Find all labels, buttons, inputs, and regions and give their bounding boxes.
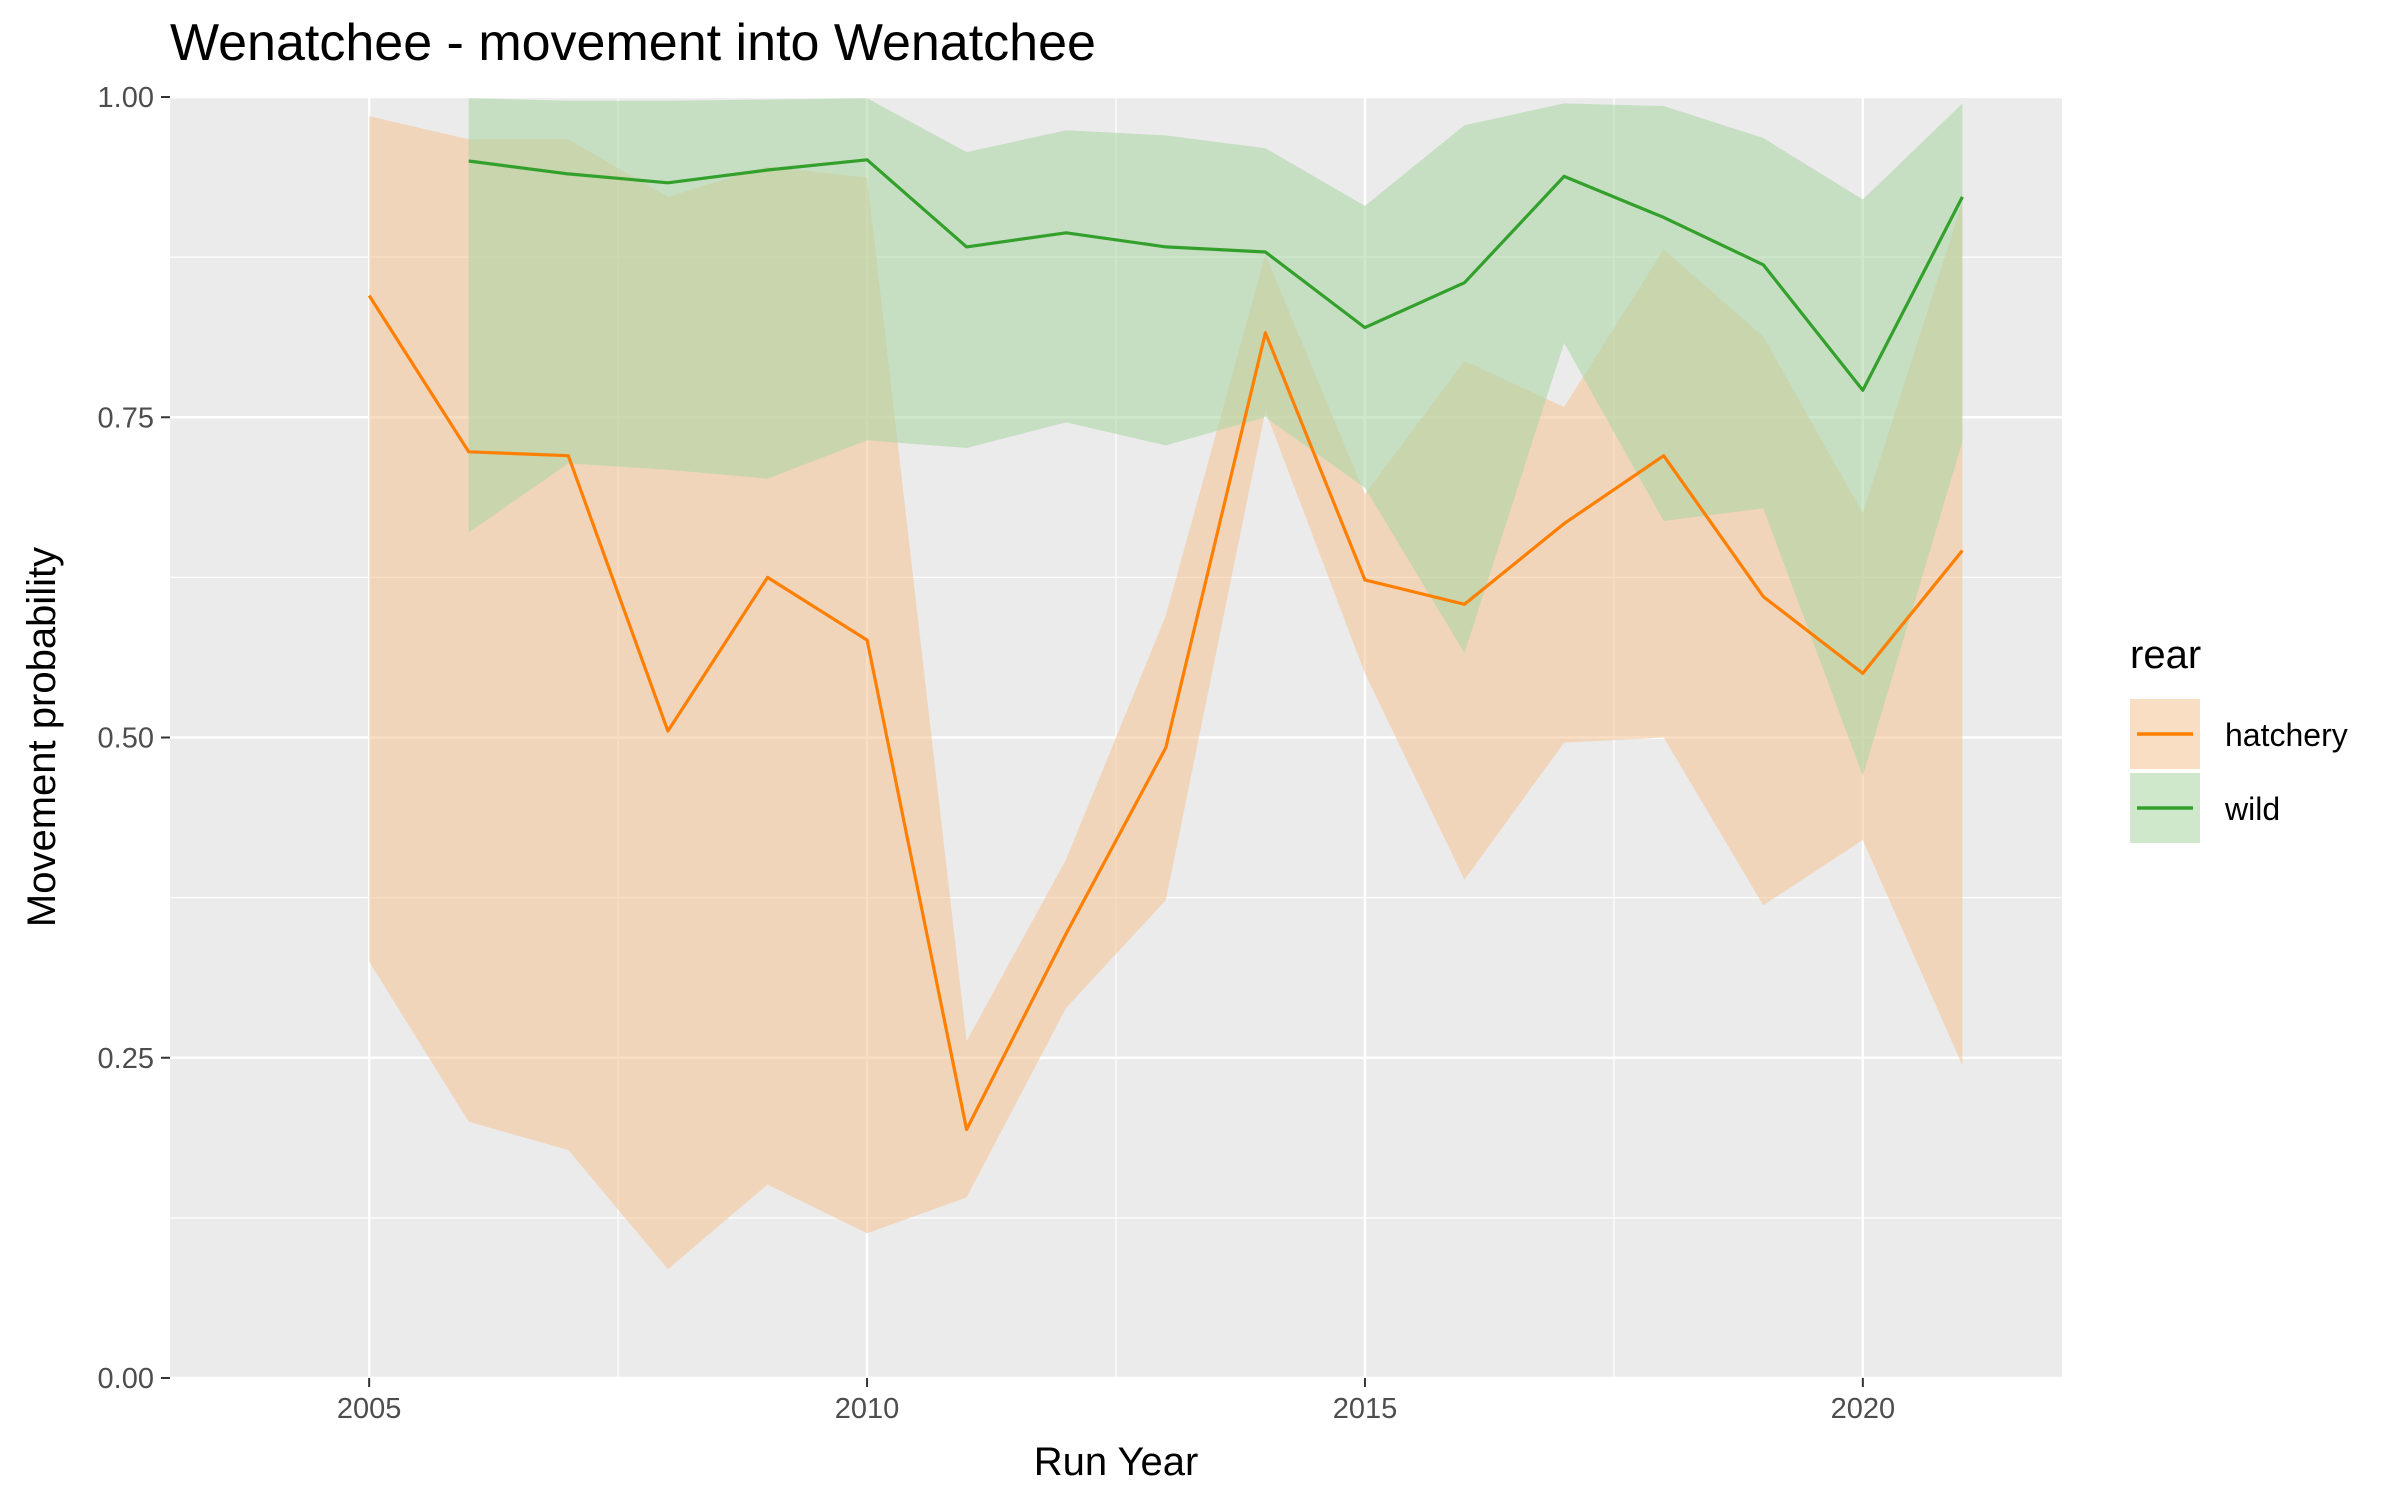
confidence-band-wild [468, 98, 1963, 776]
series-line-wild [468, 158, 1964, 392]
y-tick-label: 1.00 [98, 82, 154, 114]
confidence-bands [369, 98, 1963, 1270]
x-tick-label: 2010 [835, 1393, 900, 1425]
legend-label-wild: wild [2224, 791, 2280, 827]
y-axis-tick-labels: 0.00 0.25 0.50 0.75 1.00 [98, 82, 154, 1395]
legend-label-hatchery: hatchery [2225, 717, 2348, 753]
x-tick-label: 2015 [1333, 1393, 1398, 1425]
x-tick-label: 2020 [1831, 1393, 1896, 1425]
y-tick-label: 0.50 [98, 723, 154, 755]
y-axis-title: Movement probability [20, 547, 64, 927]
chart-title: Wenatchee - movement into Wenatchee [170, 14, 1096, 72]
series-lines [367, 158, 1964, 1132]
x-tick-label: 2005 [337, 1393, 402, 1425]
legend: rear hatchery wild [2130, 633, 2348, 843]
legend-title: rear [2130, 633, 2201, 677]
y-tick-label: 0.00 [98, 1363, 154, 1395]
x-axis-tick-labels: 2005 2010 2015 2020 [337, 1393, 1895, 1425]
y-tick-label: 0.75 [98, 402, 154, 434]
series-line-hatchery [367, 294, 1964, 1132]
axis-ticks [161, 96, 1864, 1387]
y-tick-label: 0.25 [98, 1043, 154, 1075]
x-axis-title: Run Year [1034, 1440, 1199, 1484]
